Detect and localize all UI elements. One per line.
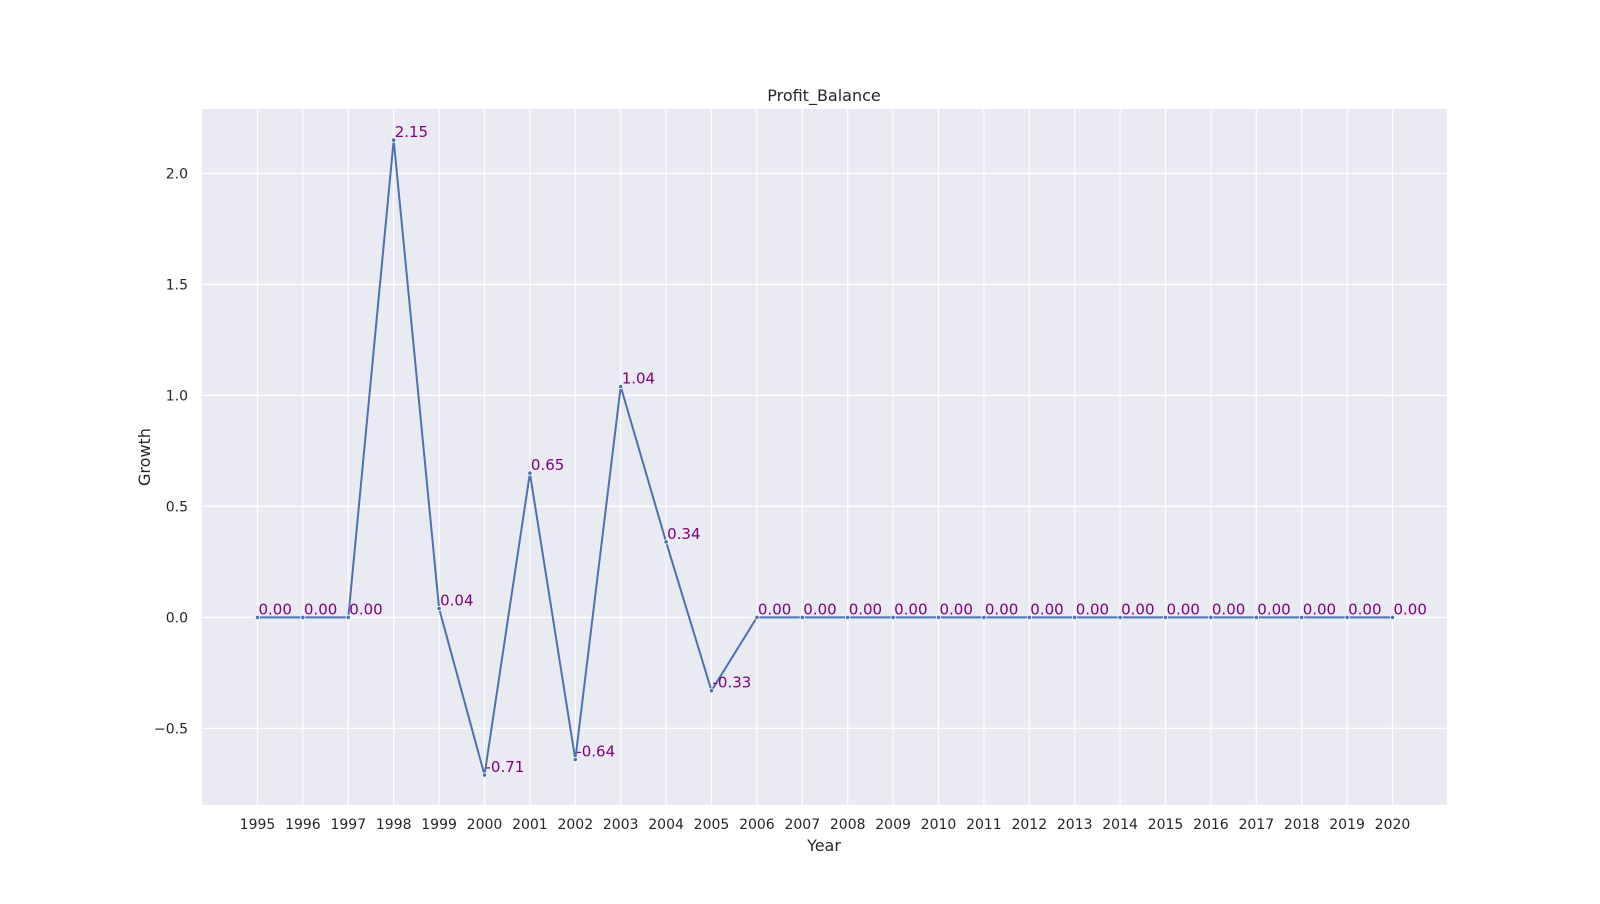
data-labels: 0.00 0.00 0.00 2.15 0.04 -0.71 0.65 -0.64 1.04 0.… [259, 123, 1427, 776]
x-tick-label: 2007 [784, 817, 820, 833]
data-point [345, 614, 351, 621]
x-tick-label: 2012 [1011, 817, 1047, 833]
data-point [1299, 614, 1305, 621]
data-label: 0.00 [1348, 600, 1381, 618]
data-point [935, 614, 942, 621]
data-point [754, 614, 760, 621]
x-tick-label: 2009 [875, 817, 911, 833]
data-point [436, 605, 442, 612]
data-point [1117, 614, 1123, 621]
data-label: -0.64 [576, 742, 615, 760]
data-label: -0.33 [713, 674, 752, 692]
x-tick-label: 2019 [1329, 817, 1365, 833]
y-tick-label: 2.0 [166, 166, 188, 182]
data-point [1162, 614, 1169, 621]
data-point [845, 614, 851, 621]
x-tick-label: 1996 [285, 817, 321, 833]
data-label: 0.00 [940, 600, 973, 618]
x-tick-label: 2008 [830, 817, 866, 833]
data-label: 2.15 [395, 123, 428, 141]
data-point [663, 539, 669, 545]
y-tick-label: 1.5 [166, 277, 188, 293]
data-point [254, 614, 261, 621]
x-tick-label: 2000 [467, 817, 503, 833]
data-label: 0.00 [1257, 600, 1290, 618]
y-tick-label: 0.5 [166, 499, 188, 515]
y-axis-label: Growth [135, 428, 154, 486]
data-point [527, 470, 533, 476]
data-label: 0.00 [259, 600, 292, 618]
x-axis-label: Year [806, 836, 841, 855]
data-label: 0.00 [758, 600, 791, 618]
x-tick-label: 2004 [648, 817, 684, 833]
x-tick-label: 2018 [1284, 817, 1320, 833]
data-point [981, 614, 987, 621]
series-line [257, 139, 1393, 777]
chart-title: Profit_Balance [767, 86, 881, 106]
data-label: 0.00 [1212, 600, 1245, 618]
data-label: 0.00 [349, 600, 382, 618]
y-tick-label: 1.0 [166, 388, 188, 404]
data-point [1389, 614, 1396, 621]
data-label: 0.00 [985, 600, 1018, 618]
data-label: 0.00 [1394, 600, 1427, 618]
data-label: 0.00 [1076, 600, 1109, 618]
data-label: 0.00 [894, 600, 927, 618]
plot-background [202, 109, 1447, 805]
data-point [300, 614, 306, 621]
x-tick-label: 2015 [1148, 817, 1184, 833]
data-label: -0.71 [486, 758, 525, 776]
data-point [1253, 614, 1259, 621]
data-point [1026, 614, 1032, 621]
data-label: 0.00 [1030, 600, 1063, 618]
data-label: 0.04 [440, 592, 473, 610]
data-label: 0.00 [304, 600, 337, 618]
data-label: 0.65 [531, 456, 564, 474]
x-tick-label: 2006 [739, 817, 775, 833]
x-tick-label: 1998 [376, 817, 412, 833]
data-label: 1.04 [622, 370, 655, 388]
x-tick-label: 2013 [1057, 817, 1093, 833]
x-tick-label: 1999 [421, 817, 457, 833]
data-point [1344, 614, 1350, 621]
x-tick-label: 1997 [330, 817, 366, 833]
data-point [618, 383, 624, 390]
data-point [708, 688, 715, 694]
x-tick-label: 2001 [512, 817, 548, 833]
x-tick-label: 2002 [557, 817, 593, 833]
data-label: 0.00 [803, 600, 836, 618]
y-tick-label: −0.5 [154, 721, 188, 737]
x-tick-label: 2010 [921, 817, 957, 833]
data-point [391, 137, 397, 143]
x-tick-label: 2005 [694, 817, 730, 833]
grid-lines [202, 109, 1447, 805]
series-layer [254, 137, 1396, 778]
data-point [572, 756, 578, 763]
data-point [1208, 614, 1214, 621]
data-label: 0.34 [667, 525, 700, 543]
tick-labels: 1995 1996 1997 1998 1999 2000 2001 2002 2003 2004… [154, 166, 1410, 833]
x-tick-label: 2017 [1238, 817, 1274, 833]
x-tick-label: 2020 [1375, 817, 1411, 833]
data-point [1072, 614, 1078, 621]
data-label: 0.00 [1303, 600, 1336, 618]
data-label: 0.00 [1121, 600, 1154, 618]
y-tick-label: 0.0 [166, 610, 188, 626]
data-label: 0.00 [1167, 600, 1200, 618]
x-tick-label: 2011 [966, 817, 1002, 833]
data-label: 0.00 [849, 600, 882, 618]
x-tick-label: 2016 [1193, 817, 1229, 833]
data-point [481, 772, 488, 778]
data-point [890, 614, 896, 621]
data-point [799, 614, 805, 621]
x-tick-label: 1995 [240, 817, 276, 833]
x-tick-label: 2003 [603, 817, 639, 833]
x-tick-label: 2014 [1102, 817, 1138, 833]
